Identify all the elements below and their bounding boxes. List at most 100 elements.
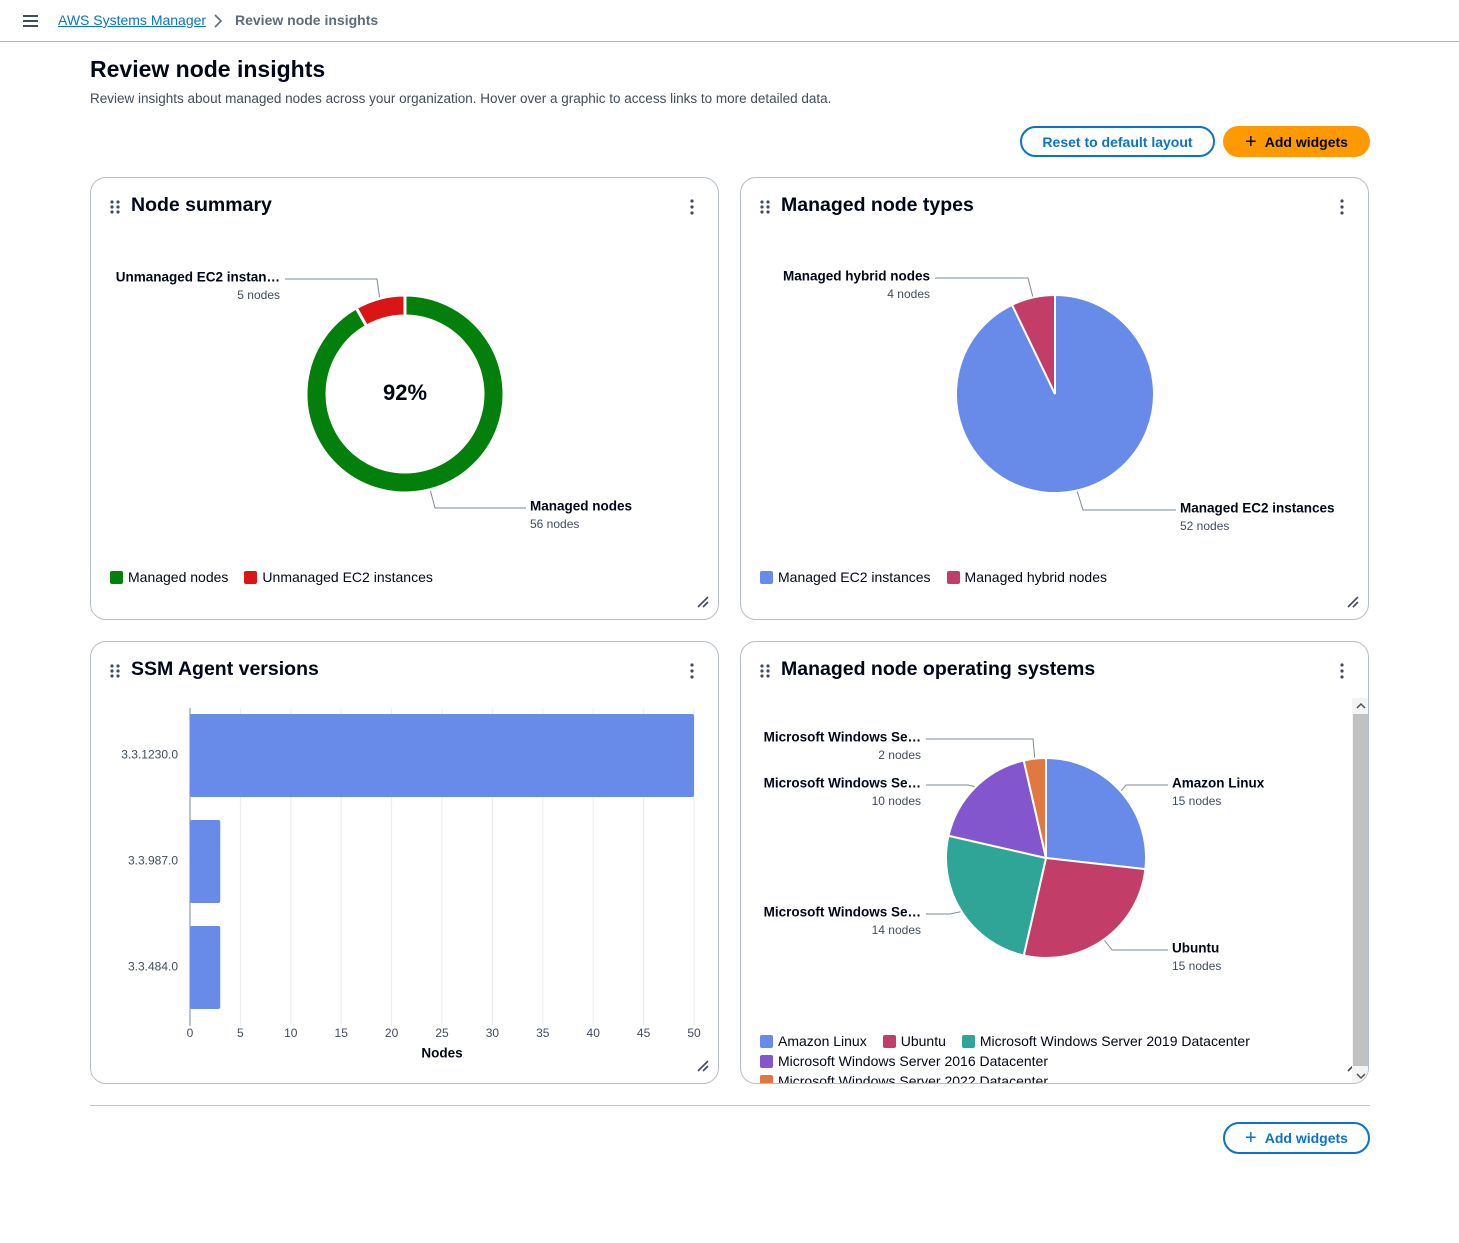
leader-line [926,911,961,915]
legend-item[interactable]: Managed nodes [110,569,228,585]
widget-menu[interactable] [1337,198,1347,216]
dot [116,205,120,209]
slice [1022,756,1047,859]
breadcrumb-separator [214,14,223,28]
dot [110,210,114,214]
menu-button[interactable] [23,14,39,28]
slice-label: Managed nodes [530,499,632,514]
dot [760,210,764,214]
resize-handle[interactable] [696,1059,710,1073]
widget-menu[interactable] [687,198,697,216]
add-widgets-button[interactable]: + Add widgets [1223,1122,1370,1154]
plus-icon: + [1245,130,1257,153]
dot [116,669,120,673]
dot [766,210,770,214]
legend-item[interactable]: Ubuntu [882,1033,946,1049]
dot [1340,205,1344,209]
legend-item[interactable]: Managed EC2 instances [760,569,931,585]
slice [945,834,1048,957]
slice [1022,856,1147,959]
widget: Managed nodes 56 nodes Unmanaged EC2 insta… [90,177,719,620]
slice-label: Microsoft Windows Se… [764,730,921,745]
x-tick-label: 40 [587,1026,601,1040]
widget: 0 5 10 15 20 25 30 35 40 45 50 3.3.1230.0 3.3.987.0 3… [90,641,719,1084]
dot [690,205,694,209]
slice [947,759,1048,860]
dot [1340,669,1344,673]
scroll-up [1356,702,1366,709]
widget-title: Node summary [131,194,272,216]
resize-lines [1347,596,1359,608]
dot [116,664,120,668]
slice-label: Microsoft Windows Se… [764,905,921,920]
legend-label: Microsoft Windows Server 2022 Datacenter [778,1073,1048,1084]
slice [304,293,506,495]
x-tick-label: 25 [435,1026,449,1040]
drag-handle[interactable] [109,199,121,215]
dot [760,669,764,673]
dot [760,205,764,209]
reset-layout-button[interactable]: Reset to default layout [1020,126,1215,157]
y-tick-label: 3.3.987.0 [128,854,178,868]
x-tick-label: 15 [335,1026,349,1040]
dot [760,664,764,668]
drag-handle[interactable] [109,663,121,679]
x-tick-label: 0 [187,1026,194,1040]
leader-line [285,278,381,298]
drag-handle[interactable] [759,663,771,679]
dot [110,664,114,668]
legend-item[interactable]: Unmanaged EC2 instances [244,569,433,585]
legend-item[interactable]: Microsoft Windows Server 2022 Datacenter [760,1073,1048,1084]
slice-value-label: 56 nodes [530,517,579,531]
legend-swatch [882,1034,896,1048]
widget: Managed EC2 instances 52 nodes Managed hyb… [740,177,1369,620]
resize-handle[interactable] [1346,595,1360,609]
drag-handle[interactable] [759,199,771,215]
slice-label: Amazon Linux [1172,776,1265,791]
widget-menu[interactable] [1337,662,1347,680]
y-tick-label: 3.3.484.0 [128,960,178,974]
bar [190,820,221,903]
dot [766,669,770,673]
bar [190,714,694,797]
legend-item[interactable]: Amazon Linux [760,1033,867,1049]
legend-swatch [110,570,123,584]
x-axis-label: Nodes [421,1046,462,1061]
slice [1010,293,1056,395]
divider [90,1105,1370,1106]
breadcrumb-link[interactable]: AWS Systems Manager [58,12,207,28]
legend-label: Ubuntu [900,1033,946,1049]
resize-handle[interactable] [696,595,710,609]
widget-menu[interactable] [687,662,697,680]
legend-item[interactable]: Managed hybrid nodes [946,569,1107,585]
leader-line [1120,784,1168,792]
legend-label: Microsoft Windows Server 2019 Datacenter [979,1033,1250,1049]
legend-item[interactable]: Microsoft Windows Server 2019 Datacenter [961,1033,1250,1049]
widget-title: Managed node operating systems [781,658,1096,680]
widget-title: SSM Agent versions [131,658,319,680]
dot [1340,211,1344,215]
scrollbar[interactable] [1352,698,1369,1084]
chart: Managed EC2 instances 52 nodes Managed hyb… [783,269,1335,534]
x-tick-label: 10 [284,1026,298,1040]
legend-swatch [961,1034,975,1048]
legend-label: Managed hybrid nodes [964,569,1107,585]
add-widgets-button[interactable]: + Add widgets [1223,126,1370,157]
x-tick-label: 30 [486,1026,500,1040]
legend-swatch [760,1054,773,1068]
slice-value-label: 2 nodes [878,748,921,762]
legend-swatch [760,1034,773,1048]
dot [1340,675,1344,679]
legend: Managed EC2 instances Managed hybrid node… [760,569,1320,585]
leader-line [1076,491,1176,511]
dot [116,210,120,214]
button-label: Add widgets [1264,1130,1348,1146]
dot [116,200,120,204]
bar [190,926,221,1009]
x-tick-label: 5 [237,1026,244,1040]
chart: 0 5 10 15 20 25 30 35 40 45 50 3.3.1230.0 3.3.987.0 3… [121,708,701,1061]
x-tick-label: 45 [637,1026,651,1040]
slice-label: Ubuntu [1172,941,1219,956]
legend-item[interactable]: Microsoft Windows Server 2016 Datacenter [760,1053,1048,1069]
